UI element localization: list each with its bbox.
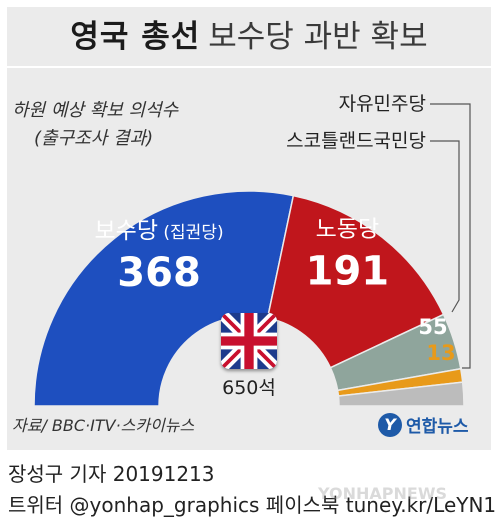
chart-note: (출구조사 결과) [34,128,154,149]
yonhap-logo: Y 연합뉴스 [378,412,469,437]
chart-title: 하원 예상 확보 의석수 [12,100,179,121]
total-seats: 650석 [222,377,276,399]
slice-value-3: 13 [426,341,455,365]
page-subtitle: 보수당 과반 확보 [208,19,428,55]
source-note: 자료/ BBC·ITV·스카이뉴스 [12,416,195,435]
slice-name-2: 스코틀랜드국민당 [286,130,426,152]
title-bar: 영국 총선 보수당 과반 확보 [7,7,491,67]
social-credit: 트위터 @yonhap_graphics 페이스북 tuney.kr/LeYN1 [8,493,497,517]
logo-icon: Y [378,412,402,437]
page-title: 영국 총선 [70,19,201,55]
slice-value-2: 55 [418,315,447,339]
slice-value-1: 191 [306,249,390,295]
slice-0 [33,190,295,407]
chart-subtitle: 하원 예상 확보 의석수 (출구조사 결과) [12,97,182,153]
uk-flag-icon [221,313,277,369]
slice-value-0: 368 [117,250,201,296]
slice-name-1: 노동당 [316,217,379,243]
logo-text: 연합뉴스 [406,417,469,437]
watermark: YONHAPNEWS [318,484,447,503]
slice-name-0: 보수당 (집권당) [95,218,224,244]
reporter-credit: 장성구 기자 20191213 [8,462,215,486]
slice-1 [266,194,445,369]
slice-name-3: 자유민주당 [339,93,426,115]
leader-line-3 [430,103,471,369]
slice-4 [337,381,465,407]
leader-line-2 [430,140,460,313]
